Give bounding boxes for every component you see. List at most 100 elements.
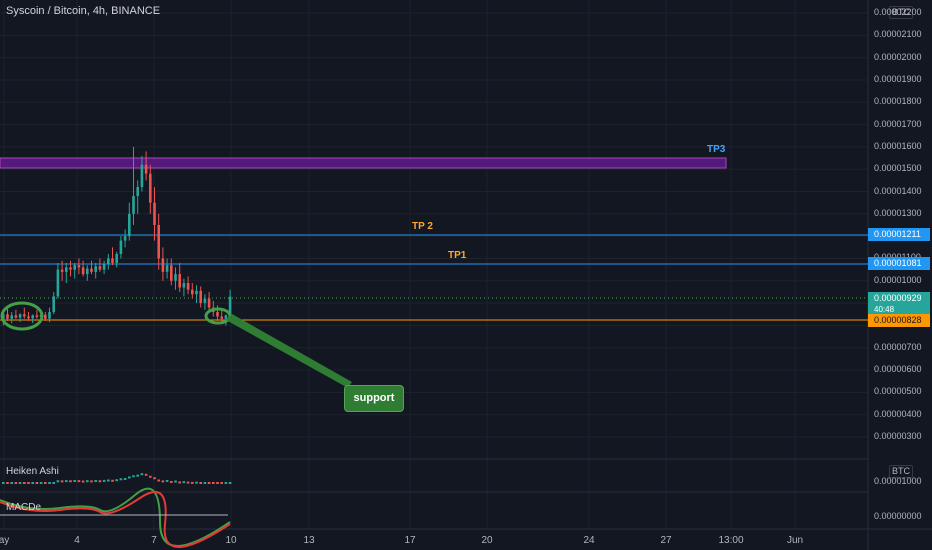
candle-body — [60, 269, 64, 272]
heiken-bar — [81, 480, 85, 483]
signal-line — [0, 491, 231, 548]
time-axis-label: ay — [0, 535, 10, 546]
time-axis-label: 7 — [151, 535, 157, 546]
time-axis-label: 13:00 — [718, 535, 744, 546]
macd-axis-value: 0.00000000 — [874, 511, 922, 521]
candle-body — [191, 289, 194, 295]
heiken-bar — [228, 482, 232, 484]
time-axis-label: 4 — [74, 535, 80, 546]
support-price-tag: 0.00000828 — [868, 314, 930, 327]
candle-body — [165, 265, 169, 272]
candle-body — [27, 316, 30, 319]
heiken-bar — [207, 482, 211, 484]
candle-body — [170, 265, 173, 281]
heiken-bar — [35, 482, 39, 484]
heiken-bar — [178, 481, 181, 484]
currency-badge[interactable]: BTC — [889, 6, 913, 19]
candle-body — [81, 267, 85, 275]
macd-label[interactable]: MACDe — [6, 502, 42, 513]
candle-body — [115, 254, 118, 263]
candle-body — [224, 315, 228, 319]
heiken-bar — [23, 482, 26, 484]
candle-body — [207, 298, 211, 308]
heiken-bar — [149, 475, 152, 478]
heiken-bar — [69, 480, 72, 483]
candle-body — [228, 296, 232, 316]
price-axis-label: 0.00001900 — [874, 73, 922, 84]
candle-body — [14, 315, 18, 318]
heiken-bar — [48, 482, 51, 484]
heiken-bar — [115, 479, 118, 482]
candle-body — [136, 187, 139, 196]
candle-body — [195, 290, 198, 295]
candle-body — [157, 225, 160, 259]
time-axis-label: 17 — [404, 535, 416, 546]
heiken-bar — [161, 480, 165, 483]
heiken-bar — [165, 479, 169, 482]
heiken-ashi-label[interactable]: Heiken Ashi — [6, 466, 59, 477]
candle-body — [102, 264, 106, 270]
price-axis-label: 0.00001800 — [874, 96, 922, 107]
heiken-bar — [157, 479, 160, 482]
heiken-bar — [60, 480, 64, 483]
candle-body — [182, 283, 186, 288]
heiken-bar — [90, 480, 93, 483]
heiken-bar — [27, 482, 30, 484]
heiken-bar — [39, 482, 43, 484]
candle-body — [220, 316, 223, 319]
candle-body — [23, 314, 26, 317]
support-label: support — [344, 385, 404, 412]
heiken-bar — [220, 482, 223, 484]
macd-line — [0, 487, 231, 547]
tp2-price-tag: 0.00001211 — [868, 228, 930, 241]
consolidation-ellipse — [0, 301, 44, 331]
time-axis-label: Jun — [786, 535, 804, 546]
heiken-bar — [119, 478, 123, 481]
countdown-timer: 40:48 — [874, 305, 895, 314]
tp1-price-tag: 0.00001081 — [868, 257, 930, 270]
candle-body — [90, 268, 93, 272]
price-axis-label: 0.00001000 — [874, 274, 922, 285]
candle-body — [31, 315, 34, 319]
heiken-bar — [182, 481, 186, 484]
candle-body — [123, 236, 127, 241]
candle-body — [128, 213, 131, 237]
support-arrow — [226, 314, 352, 388]
heiken-bar — [132, 475, 135, 478]
candle-body — [153, 202, 156, 225]
heiken-bar — [73, 479, 76, 482]
candle-body — [216, 312, 219, 317]
heiken-bar — [65, 480, 68, 483]
heiken-bar — [216, 482, 219, 484]
candle-body — [174, 274, 177, 281]
price-axis-label: 0.00001400 — [874, 185, 922, 196]
heiken-bar — [136, 474, 139, 477]
indicator-currency-badge[interactable]: BTC — [889, 465, 913, 478]
heiken-bar — [174, 480, 177, 483]
heiken-bar — [199, 482, 202, 484]
heiken-bar — [195, 481, 198, 484]
candle-body — [56, 269, 60, 297]
heiken-bar — [14, 482, 18, 484]
tp3-zone — [0, 157, 727, 169]
price-axis-label: 0.00001600 — [874, 140, 922, 151]
time-axis-label: 10 — [225, 535, 237, 546]
candle-body — [199, 290, 202, 304]
candle-body — [52, 296, 55, 313]
heiken-bar — [18, 482, 22, 484]
heiken-bar — [224, 482, 228, 484]
heiken-bar — [10, 482, 13, 484]
tp3-label: TP3 — [707, 144, 726, 155]
candle-body — [77, 265, 81, 268]
candle-body — [86, 268, 89, 275]
heiken-bar — [153, 477, 156, 480]
heiken-bar — [52, 482, 55, 484]
candle-body — [107, 258, 110, 265]
candle-body — [48, 312, 51, 319]
candle-body — [144, 164, 148, 174]
chart-title: Syscoin / Bitcoin, 4h, BINANCE — [6, 5, 161, 17]
price-axis-label: 0.00002000 — [874, 51, 922, 62]
time-axis-label: 20 — [481, 535, 493, 546]
price-axis-label: 0.00000700 — [874, 341, 922, 352]
